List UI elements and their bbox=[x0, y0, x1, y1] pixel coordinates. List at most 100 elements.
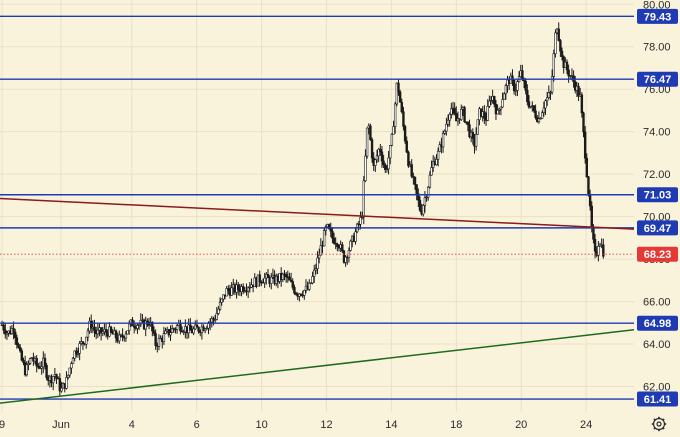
price-badge-label: 64.98 bbox=[644, 318, 672, 330]
candle-body bbox=[392, 126, 395, 135]
candle-body bbox=[336, 243, 339, 248]
candle-body bbox=[455, 113, 458, 122]
gear-icon[interactable] bbox=[651, 416, 667, 432]
candle-body bbox=[387, 157, 390, 170]
candle-body bbox=[393, 103, 397, 127]
candle-body bbox=[197, 326, 200, 332]
candle-body bbox=[68, 367, 71, 376]
candle-body bbox=[71, 357, 75, 364]
candle-body bbox=[402, 111, 405, 127]
candle-body bbox=[152, 330, 156, 334]
candle-body bbox=[180, 330, 184, 333]
candle-body bbox=[164, 330, 167, 335]
candle-body bbox=[22, 359, 25, 363]
candle-body bbox=[291, 281, 294, 288]
candle-body bbox=[20, 350, 24, 361]
candle-body bbox=[76, 353, 80, 355]
candle-body bbox=[314, 268, 318, 271]
candle-body bbox=[496, 110, 499, 115]
candle-body bbox=[151, 321, 154, 332]
candle-body bbox=[583, 131, 587, 159]
x-tick-label: 9 bbox=[0, 419, 5, 431]
candle-body bbox=[504, 85, 508, 95]
candle-body bbox=[25, 364, 28, 376]
candle-body bbox=[210, 318, 214, 323]
candle-body bbox=[293, 286, 296, 294]
candle-body bbox=[319, 245, 323, 256]
candle-body bbox=[415, 184, 418, 195]
candle-body bbox=[418, 199, 422, 211]
candle-body bbox=[460, 108, 463, 120]
candle-body bbox=[498, 108, 501, 111]
candle-body bbox=[360, 216, 364, 219]
candle-body bbox=[217, 308, 220, 314]
candle-body bbox=[78, 343, 81, 354]
candle-body bbox=[521, 70, 524, 80]
candle-body bbox=[359, 217, 362, 225]
candle-body bbox=[55, 374, 58, 379]
price-badge bbox=[637, 246, 678, 262]
candle-body bbox=[430, 167, 433, 176]
candle-body bbox=[532, 105, 536, 112]
price-badge-label: 71.03 bbox=[644, 190, 672, 202]
candle-body bbox=[587, 176, 590, 195]
resistance-trendline[interactable] bbox=[0, 197, 635, 230]
price-badge bbox=[637, 187, 678, 203]
candle-body bbox=[445, 124, 448, 132]
candle-body bbox=[45, 364, 48, 379]
candle-body bbox=[284, 273, 288, 278]
candle-body bbox=[427, 186, 430, 198]
candle-body bbox=[203, 328, 207, 332]
candle-body bbox=[542, 107, 546, 114]
candle-body bbox=[37, 365, 40, 368]
candle-body bbox=[66, 374, 70, 378]
candle-body bbox=[230, 287, 233, 296]
candle-body bbox=[362, 180, 365, 218]
candle-body bbox=[374, 159, 377, 166]
candle-body bbox=[316, 257, 319, 270]
candle-body bbox=[154, 333, 157, 346]
candle-body bbox=[389, 145, 392, 159]
candle-body bbox=[382, 160, 385, 166]
candle-body bbox=[218, 302, 222, 310]
trendlines bbox=[0, 197, 635, 406]
candle-body bbox=[354, 231, 357, 242]
candle-body bbox=[327, 224, 331, 230]
candle-body bbox=[417, 193, 420, 201]
support-trendline[interactable] bbox=[0, 329, 635, 406]
candle-body bbox=[423, 197, 427, 206]
candle-body bbox=[379, 148, 382, 153]
candle-body bbox=[128, 323, 131, 332]
candle-body bbox=[303, 290, 306, 296]
y-tick-label: 76.00 bbox=[643, 84, 671, 96]
candle-body bbox=[17, 344, 20, 348]
candle-body bbox=[179, 323, 182, 332]
candle-body bbox=[121, 334, 124, 338]
candle-body bbox=[294, 292, 298, 295]
candle-body bbox=[14, 331, 17, 339]
candle-body bbox=[448, 114, 451, 121]
candle-body bbox=[258, 274, 261, 283]
price-badge bbox=[637, 8, 678, 24]
candle-body bbox=[436, 150, 440, 160]
candle-body bbox=[212, 318, 215, 320]
candle-body bbox=[104, 329, 108, 333]
candle-body bbox=[549, 91, 552, 94]
candle-body bbox=[248, 287, 251, 289]
x-tick-label: 4 bbox=[129, 419, 135, 431]
x-axis[interactable]: 9 Jun 4 6 10 12 14 18 20 24 bbox=[0, 419, 592, 431]
price-badge bbox=[637, 71, 678, 87]
candle-body bbox=[70, 363, 73, 369]
y-tick-label: 66.00 bbox=[643, 297, 671, 309]
candle-body bbox=[43, 357, 47, 366]
candle-body bbox=[582, 112, 585, 133]
candle-body bbox=[85, 336, 88, 345]
candle-body bbox=[18, 347, 22, 352]
candle-body bbox=[565, 61, 569, 71]
candle-body bbox=[96, 329, 100, 335]
candle-body bbox=[466, 121, 470, 125]
candle-body bbox=[559, 40, 562, 52]
candle-body bbox=[332, 237, 336, 244]
